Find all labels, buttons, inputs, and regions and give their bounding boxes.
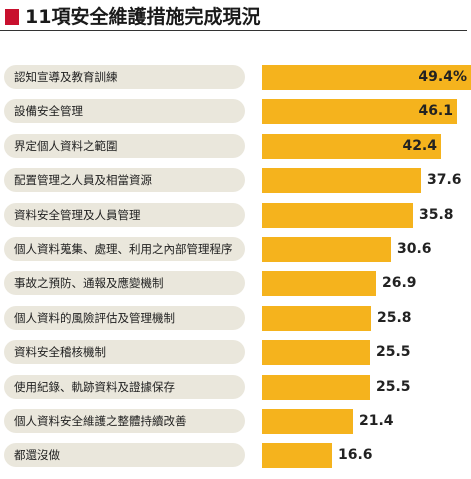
bar (262, 306, 371, 331)
value-label: 25.5 (376, 379, 411, 395)
category-label: 配置管理之人員及相當資源 (14, 173, 152, 187)
bar (262, 168, 421, 193)
bar-row: 設備安全管理 46.1 (0, 99, 471, 124)
category-label: 事故之預防、通報及應變機制 (14, 276, 164, 290)
value-label: 25.5 (376, 344, 411, 360)
category-label: 個人資料安全維護之整體持續改善 (14, 414, 187, 428)
value-label: 26.9 (382, 275, 417, 291)
value-label: 16.6 (338, 447, 373, 463)
bar-row: 事故之預防、通報及應變機制 26.9 (0, 271, 471, 296)
bar (262, 65, 471, 90)
category-label: 使用紀錄、軌跡資料及證據保存 (14, 380, 175, 394)
category-label-pill (4, 99, 245, 123)
bar-row: 資料安全稽核機制 25.5 (0, 340, 471, 365)
value-label: 42.4 (402, 138, 437, 154)
value-label: 49.4% (418, 69, 467, 85)
chart-title: 11項安全維護措施完成現況 (25, 6, 261, 28)
category-label-pill (4, 203, 245, 227)
category-label: 資料安全稽核機制 (14, 345, 106, 359)
bar-row: 認知宣導及教育訓練 49.4% (0, 65, 471, 90)
category-label-pill (4, 409, 245, 433)
category-label: 設備安全管理 (14, 104, 83, 118)
bar (262, 409, 353, 434)
bar (262, 99, 457, 124)
value-label: 35.8 (419, 207, 454, 223)
chart-header: 11項安全維護措施完成現況 (0, 0, 471, 34)
value-label: 30.6 (397, 241, 432, 257)
bar-row: 資料安全管理及人員管理 35.8 (0, 203, 471, 228)
category-label-pill (4, 375, 245, 399)
category-label-pill (4, 306, 245, 330)
category-label-pill (4, 271, 245, 295)
category-label-pill (4, 134, 245, 158)
category-label: 都還沒做 (14, 448, 60, 462)
bar-row: 配置管理之人員及相當資源 37.6 (0, 168, 471, 193)
bar-row: 都還沒做 16.6 (0, 443, 471, 468)
bar (262, 203, 413, 228)
bar (262, 340, 370, 365)
bar (262, 443, 332, 468)
category-label-pill (4, 237, 245, 261)
bar-row: 個人資料蒐集、處理、利用之內部管理程序 30.6 (0, 237, 471, 262)
category-label: 認知宣導及教育訓練 (14, 70, 118, 84)
category-label: 資料安全管理及人員管理 (14, 208, 141, 222)
value-label: 21.4 (359, 413, 394, 429)
value-label: 37.6 (427, 172, 462, 188)
bar (262, 134, 441, 159)
category-label-pill (4, 168, 245, 192)
value-label: 46.1 (418, 103, 453, 119)
category-label-pill (4, 65, 245, 89)
category-label: 個人資料的風險評估及管理機制 (14, 311, 175, 325)
value-label: 25.8 (377, 310, 412, 326)
bar (262, 271, 376, 296)
category-label: 界定個人資料之範圍 (14, 139, 118, 153)
bar (262, 237, 391, 262)
bar-row: 個人資料的風險評估及管理機制 25.8 (0, 306, 471, 331)
bar-row: 使用紀錄、軌跡資料及證據保存 25.5 (0, 375, 471, 400)
title-divider (0, 30, 467, 31)
bar-row: 個人資料安全維護之整體持續改善 21.4 (0, 409, 471, 434)
category-label-pill (4, 443, 245, 467)
bar-row: 界定個人資料之範圍 42.4 (0, 134, 471, 159)
bar (262, 375, 370, 400)
category-label: 個人資料蒐集、處理、利用之內部管理程序 (14, 242, 233, 256)
title-marker (5, 9, 19, 25)
category-label-pill (4, 340, 245, 364)
